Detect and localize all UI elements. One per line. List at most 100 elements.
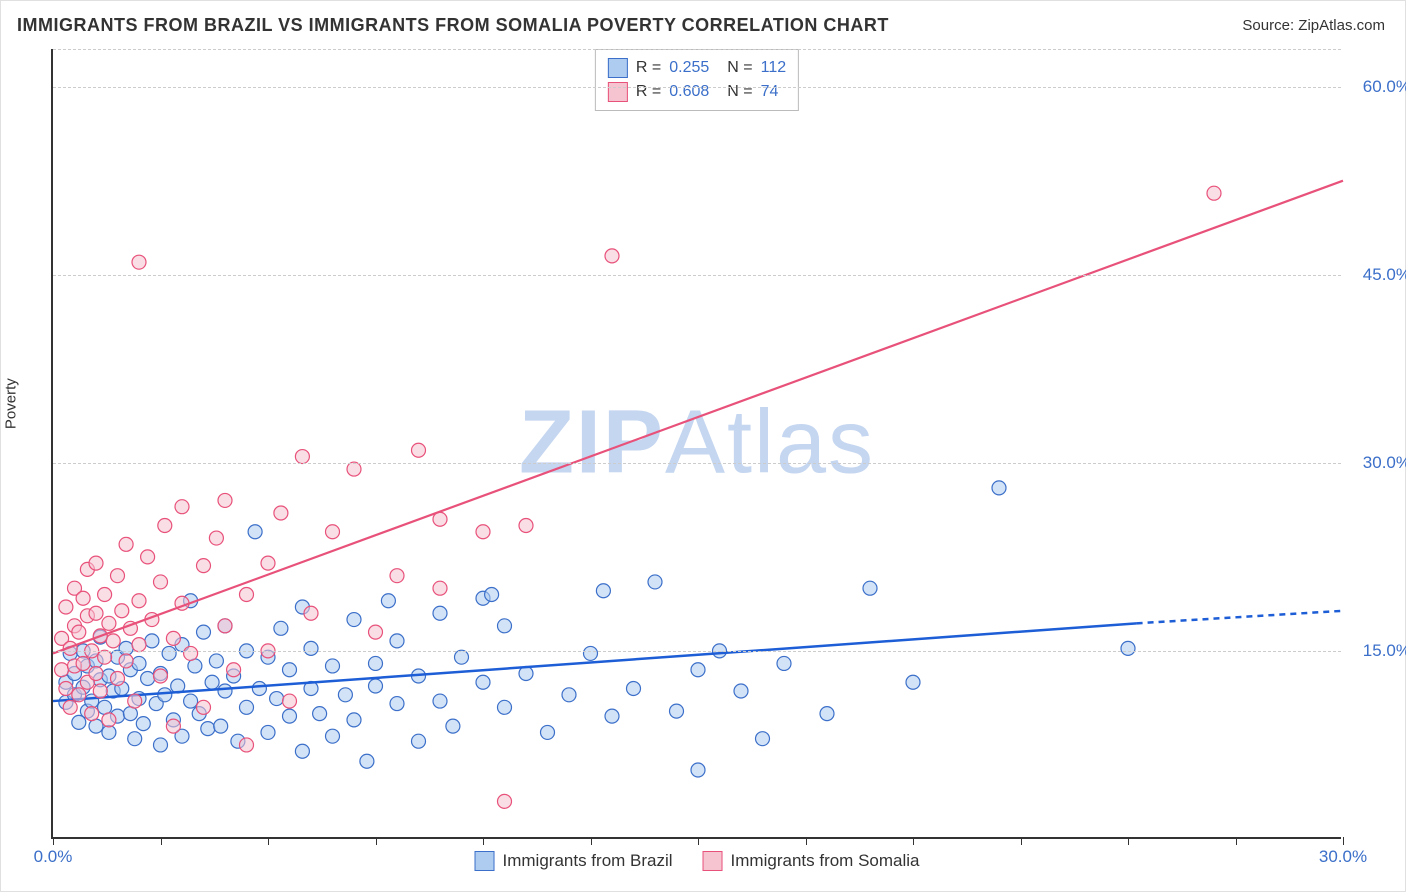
- data-point: [240, 738, 254, 752]
- data-point: [197, 559, 211, 573]
- data-point: [347, 462, 361, 476]
- x-tick: [161, 837, 162, 845]
- gridline-h: [53, 651, 1341, 652]
- plot-svg: [53, 49, 1341, 837]
- data-point: [111, 671, 125, 685]
- chart-title: IMMIGRANTS FROM BRAZIL VS IMMIGRANTS FRO…: [17, 15, 889, 36]
- data-point: [175, 500, 189, 514]
- data-point: [76, 591, 90, 605]
- data-point: [670, 704, 684, 718]
- data-point: [433, 694, 447, 708]
- data-point: [55, 663, 69, 677]
- chart-container: IMMIGRANTS FROM BRAZIL VS IMMIGRANTS FRO…: [0, 0, 1406, 892]
- data-point: [166, 631, 180, 645]
- data-point: [338, 688, 352, 702]
- x-tick: [806, 837, 807, 845]
- data-point: [154, 738, 168, 752]
- data-point: [433, 606, 447, 620]
- data-point: [326, 525, 340, 539]
- data-point: [158, 688, 172, 702]
- data-point: [102, 725, 116, 739]
- data-point: [184, 646, 198, 660]
- data-point: [106, 634, 120, 648]
- x-tick-label: 30.0%: [1319, 847, 1367, 867]
- data-point: [446, 719, 460, 733]
- data-point: [596, 584, 610, 598]
- data-point: [304, 641, 318, 655]
- data-point: [132, 594, 146, 608]
- data-point: [136, 717, 150, 731]
- data-point: [102, 616, 116, 630]
- data-point: [162, 646, 176, 660]
- x-tick: [1343, 837, 1344, 845]
- x-tick: [1128, 837, 1129, 845]
- source-prefix: Source:: [1242, 17, 1298, 34]
- data-point: [214, 719, 228, 733]
- x-tick-label: 0.0%: [34, 847, 73, 867]
- data-point: [485, 587, 499, 601]
- data-point: [261, 725, 275, 739]
- data-point: [326, 729, 340, 743]
- data-point: [102, 713, 116, 727]
- legend-label-brazil: Immigrants from Brazil: [503, 851, 673, 871]
- data-point: [76, 656, 90, 670]
- data-point: [184, 694, 198, 708]
- data-point: [119, 654, 133, 668]
- plot-area: ZIPAtlas R = 0.255 N = 112 R = 0.608 N =…: [51, 49, 1341, 839]
- data-point: [132, 255, 146, 269]
- data-point: [98, 650, 112, 664]
- data-point: [209, 654, 223, 668]
- x-tick: [376, 837, 377, 845]
- data-point: [390, 569, 404, 583]
- data-point: [240, 700, 254, 714]
- data-point: [59, 600, 73, 614]
- data-point: [270, 692, 284, 706]
- data-point: [248, 525, 262, 539]
- data-point: [347, 613, 361, 627]
- data-point: [412, 734, 426, 748]
- data-point: [128, 732, 142, 746]
- data-point: [197, 700, 211, 714]
- data-point: [166, 719, 180, 733]
- legend-item-somalia: Immigrants from Somalia: [703, 851, 920, 871]
- data-point: [197, 625, 211, 639]
- gridline-h: [53, 49, 1341, 50]
- data-point: [89, 666, 103, 680]
- data-point: [992, 481, 1006, 495]
- data-point: [691, 763, 705, 777]
- legend-label-somalia: Immigrants from Somalia: [731, 851, 920, 871]
- x-tick: [483, 837, 484, 845]
- data-point: [128, 694, 142, 708]
- data-point: [188, 659, 202, 673]
- data-point: [261, 556, 275, 570]
- data-point: [476, 675, 490, 689]
- data-point: [295, 744, 309, 758]
- data-point: [85, 707, 99, 721]
- data-point: [154, 575, 168, 589]
- data-point: [115, 604, 129, 618]
- x-tick: [913, 837, 914, 845]
- data-point: [648, 575, 662, 589]
- data-point: [72, 688, 86, 702]
- data-point: [283, 694, 297, 708]
- data-point: [240, 587, 254, 601]
- data-point: [98, 587, 112, 601]
- data-point: [93, 684, 107, 698]
- data-point: [209, 531, 223, 545]
- swatch-icon: [475, 851, 495, 871]
- data-point: [369, 679, 383, 693]
- data-point: [691, 663, 705, 677]
- data-point: [820, 707, 834, 721]
- data-point: [390, 697, 404, 711]
- data-point: [123, 707, 137, 721]
- data-point: [369, 656, 383, 670]
- data-point: [89, 719, 103, 733]
- data-point: [89, 556, 103, 570]
- data-point: [498, 794, 512, 808]
- data-point: [605, 709, 619, 723]
- data-point: [390, 634, 404, 648]
- data-point: [627, 682, 641, 696]
- gridline-h: [53, 275, 1341, 276]
- data-point: [111, 569, 125, 583]
- data-point: [906, 675, 920, 689]
